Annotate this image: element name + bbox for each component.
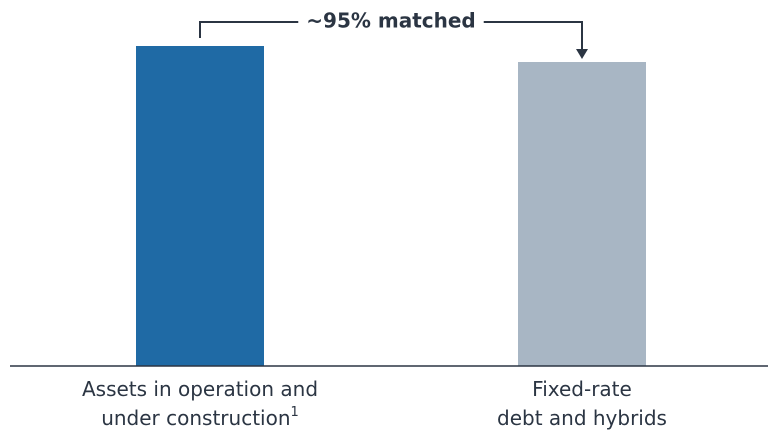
bracket-right — [483, 21, 583, 50]
bar — [518, 62, 646, 366]
x-tick-label-line: debt and hybrids — [497, 406, 667, 430]
x-tick-label-line: Fixed-rate — [532, 377, 632, 401]
x-tick-label-line: under construction — [101, 406, 290, 430]
arrow-head — [576, 49, 588, 59]
bracket-left — [199, 21, 299, 38]
annotation: ~95% matched — [306, 9, 475, 33]
footnote-mark: 1 — [291, 405, 299, 420]
x-tick-label-line: Assets in operation and — [82, 377, 318, 401]
bar — [136, 46, 264, 366]
x-tick-label: Fixed-rate — [532, 377, 632, 401]
x-tick-label: Assets in operation and — [82, 377, 318, 401]
x-tick-label: debt and hybrids — [497, 406, 667, 430]
x-tick-label: under construction1 — [101, 405, 299, 430]
